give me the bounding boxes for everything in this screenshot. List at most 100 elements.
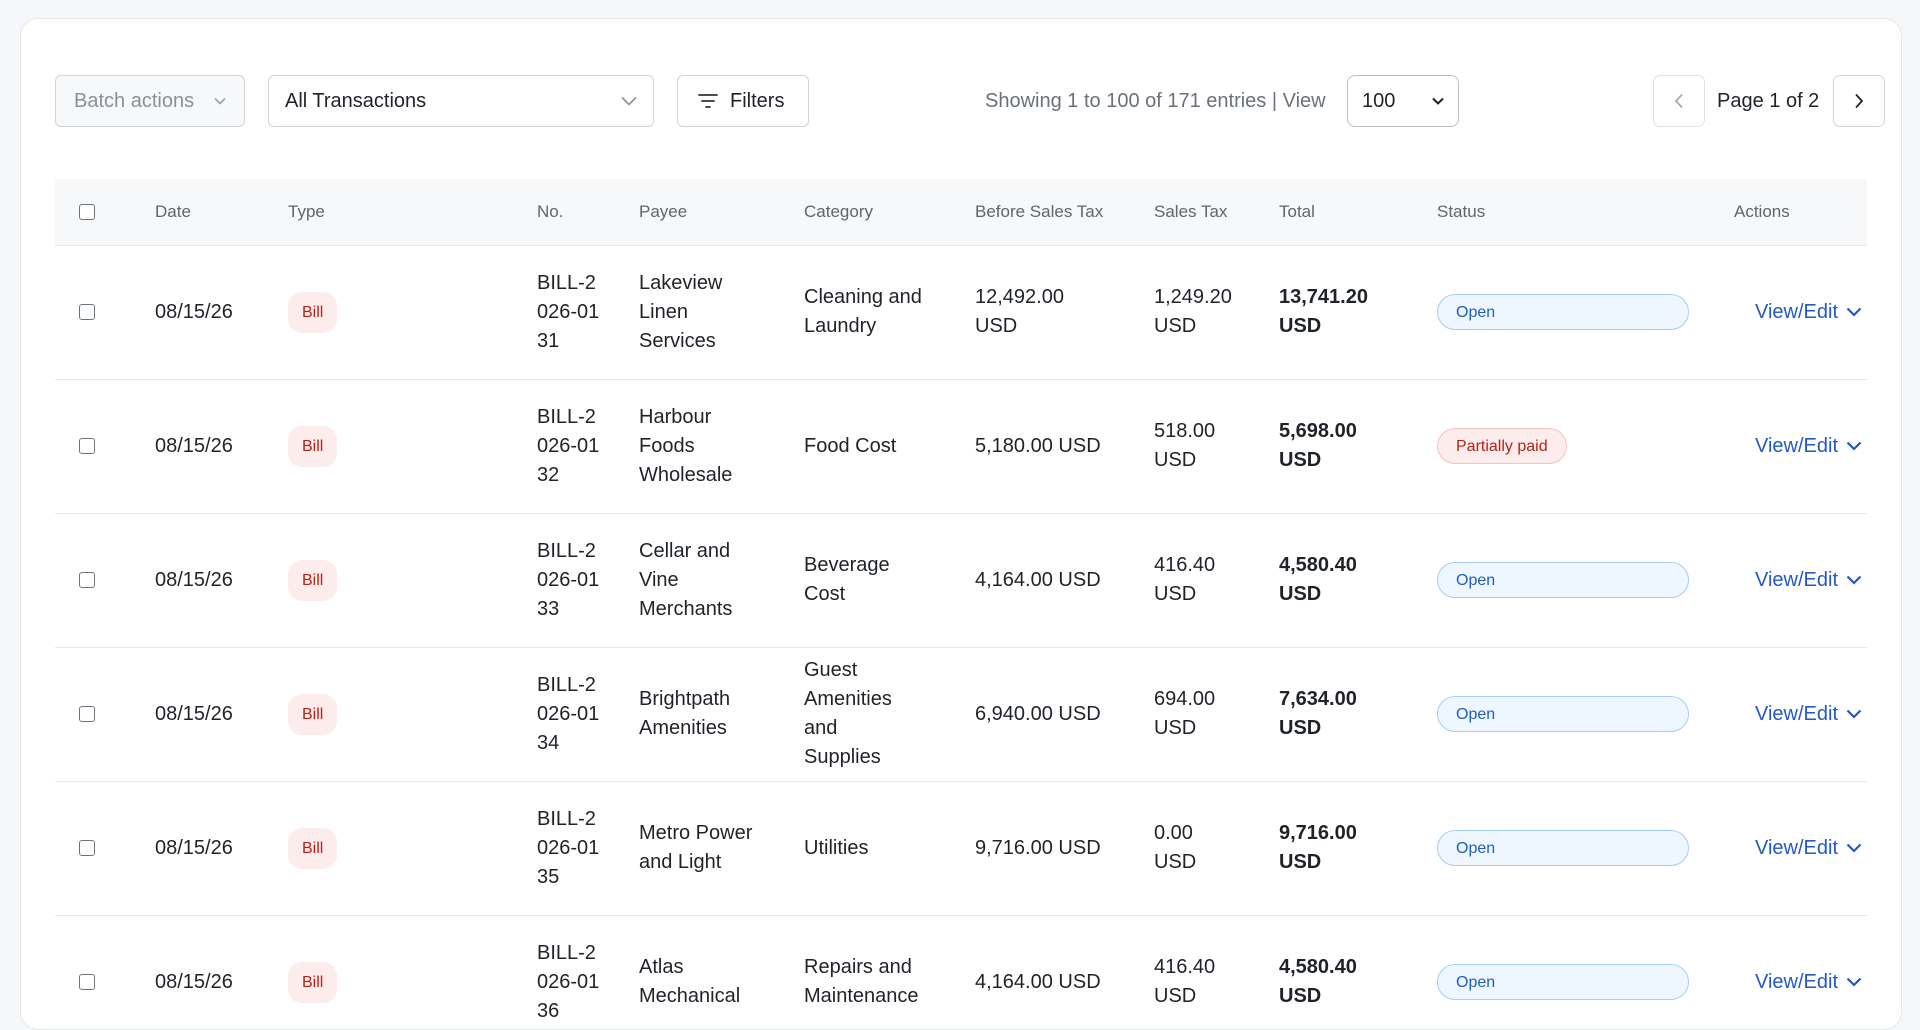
filter-icon — [698, 94, 718, 108]
total-amount: 9,716.00 USD — [1279, 822, 1357, 873]
chevron-down-icon — [1846, 575, 1862, 585]
view-edit-label: View/Edit — [1755, 568, 1839, 591]
per-page-value: 100 — [1362, 89, 1396, 112]
actions-cell: View/Edit — [1734, 647, 1867, 782]
status-cell: Open — [1437, 915, 1734, 1029]
total-cell: 13,741.20 USD — [1279, 245, 1437, 380]
total-amount: 5,698.00 USD — [1279, 420, 1357, 471]
actions-cell: View/Edit — [1734, 513, 1867, 648]
status-cell: Open — [1437, 513, 1734, 648]
table-toolbar: Batch actions All Transactions Filters S… — [55, 75, 1885, 131]
page-indicator: Page 1 of 2 — [1717, 89, 1820, 112]
column-payee[interactable]: Payee — [639, 179, 804, 246]
sales-tax-cell: 416.40 USD — [1154, 915, 1279, 1029]
payee-cell: Brightpath Amenities — [639, 647, 804, 782]
date-cell: 08/15/26 — [155, 781, 288, 916]
before-tax-cell: 4,164.00 USD — [975, 513, 1154, 648]
row-checkbox[interactable] — [79, 438, 95, 454]
number-cell: BILL-2026-0135 — [537, 781, 639, 916]
type-badge: Bill — [288, 961, 338, 1003]
view-edit-button[interactable]: View/Edit — [1755, 968, 1862, 997]
total-amount: 4,580.40 USD — [1279, 554, 1357, 605]
column-no[interactable]: No. — [537, 179, 639, 246]
type-badge: Bill — [288, 693, 338, 735]
next-page-button[interactable] — [1833, 75, 1885, 127]
transaction-type-select[interactable]: All Transactions — [268, 75, 654, 127]
transactions-table: Date Type No. Payee Category Before Sale… — [55, 179, 1867, 1029]
column-type[interactable]: Type — [288, 179, 537, 246]
chevron-down-icon — [1846, 977, 1862, 987]
status-badge: Open — [1437, 696, 1689, 732]
column-before-tax[interactable]: Before Sales Tax — [975, 179, 1154, 246]
per-page-select[interactable]: 100 — [1347, 75, 1459, 127]
status-badge: Partially paid — [1437, 428, 1567, 464]
select-all-checkbox[interactable] — [79, 203, 95, 220]
row-select-cell — [55, 781, 155, 916]
row-checkbox[interactable] — [79, 840, 95, 856]
status-badge: Open — [1437, 294, 1689, 330]
category-name: Beverage Cost — [804, 554, 890, 605]
before-tax-amount: 6,940.00 USD — [975, 702, 1101, 725]
row-checkbox[interactable] — [79, 974, 95, 990]
column-sales-tax[interactable]: Sales Tax — [1154, 179, 1279, 246]
sales-tax-cell: 0.00 USD — [1154, 781, 1279, 916]
total-amount: 13,741.20 USD — [1279, 286, 1368, 337]
category-cell: Utilities — [804, 781, 975, 916]
payee-cell: Harbour Foods Wholesale — [639, 379, 804, 514]
view-edit-button[interactable]: View/Edit — [1755, 834, 1862, 863]
number-cell: BILL-2026-0131 — [537, 245, 639, 380]
view-edit-button[interactable]: View/Edit — [1755, 432, 1862, 461]
category-cell: Repairs and Maintenance — [804, 915, 975, 1029]
total-amount: 7,634.00 USD — [1279, 688, 1357, 739]
view-edit-button[interactable]: View/Edit — [1755, 566, 1862, 595]
row-select-cell — [55, 245, 155, 380]
row-checkbox[interactable] — [79, 304, 95, 320]
column-actions: Actions — [1734, 179, 1867, 246]
bill-number: BILL-2026-0136 — [537, 941, 600, 1022]
payee-cell: Cellar and Vine Merchants — [639, 513, 804, 648]
type-cell: Bill — [288, 513, 537, 648]
date-cell: 08/15/26 — [155, 915, 288, 1029]
status-cell: Partially paid — [1437, 379, 1734, 514]
total-cell: 9,716.00 USD — [1279, 781, 1437, 916]
before-tax-cell: 5,180.00 USD — [975, 379, 1154, 514]
payee-cell: Lakeview Linen Services — [639, 245, 804, 380]
bill-number: BILL-2026-0132 — [537, 405, 600, 486]
category-cell: Guest Amenities and Supplies — [804, 647, 975, 782]
batch-actions-dropdown[interactable]: Batch actions — [55, 75, 245, 127]
payee-name: Lakeview Linen Services — [639, 271, 723, 352]
view-edit-button[interactable]: View/Edit — [1755, 298, 1862, 327]
type-cell: Bill — [288, 647, 537, 782]
total-cell: 5,698.00 USD — [1279, 379, 1437, 514]
payee-name: Metro Power and Light — [639, 822, 753, 873]
table-row: 08/15/26 Bill BILL-2026-0135 Metro Power… — [55, 781, 1867, 916]
column-category[interactable]: Category — [804, 179, 975, 246]
column-date[interactable]: Date — [155, 179, 288, 246]
row-checkbox[interactable] — [79, 572, 95, 588]
total-cell: 4,580.40 USD — [1279, 915, 1437, 1029]
payee-name: Harbour Foods Wholesale — [639, 405, 733, 486]
chevron-left-icon — [1674, 93, 1683, 109]
chevron-right-icon — [1855, 93, 1864, 109]
column-total[interactable]: Total — [1279, 179, 1437, 246]
category-name: Utilities — [804, 836, 869, 859]
category-cell: Cleaning and Laundry — [804, 245, 975, 380]
chevron-down-icon — [214, 97, 226, 105]
status-cell: Open — [1437, 781, 1734, 916]
row-checkbox[interactable] — [79, 706, 95, 722]
filters-button[interactable]: Filters — [677, 75, 809, 127]
payee-cell: Atlas Mechanical — [639, 915, 804, 1029]
previous-page-button[interactable] — [1653, 75, 1705, 127]
chevron-down-icon — [1846, 709, 1862, 719]
column-status[interactable]: Status — [1437, 179, 1734, 246]
view-edit-button[interactable]: View/Edit — [1755, 700, 1862, 729]
actions-cell: View/Edit — [1734, 379, 1867, 514]
chevron-down-icon — [1846, 307, 1862, 317]
sales-tax-amount: 416.40 USD — [1154, 554, 1216, 605]
before-tax-cell: 4,164.00 USD — [975, 915, 1154, 1029]
row-select-cell — [55, 915, 155, 1029]
category-cell: Food Cost — [804, 379, 975, 514]
bill-number: BILL-2026-0131 — [537, 271, 600, 352]
before-tax-cell: 6,940.00 USD — [975, 647, 1154, 782]
table-row: 08/15/26 Bill BILL-2026-0134 Brightpath … — [55, 647, 1867, 782]
